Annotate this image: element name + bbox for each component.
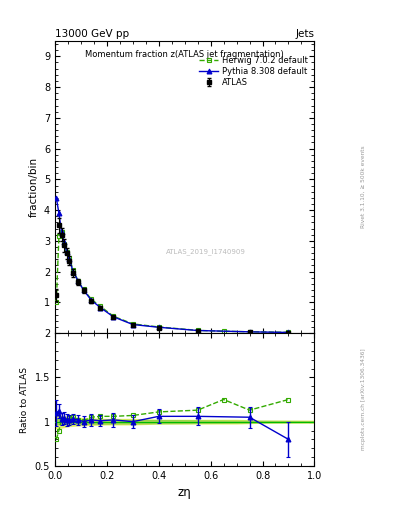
Pythia 8.308 default xyxy=(81,287,86,293)
Herwig 7.0.2 default xyxy=(71,267,75,273)
Herwig 7.0.2 default xyxy=(89,296,94,303)
Herwig 7.0.2 default xyxy=(64,248,69,254)
Pythia 8.308 default xyxy=(64,248,69,254)
Pythia 8.308 default xyxy=(156,324,161,330)
Pythia 8.308 default xyxy=(286,329,291,335)
Herwig 7.0.2 default xyxy=(62,241,66,247)
Pythia 8.308 default xyxy=(54,195,59,201)
Herwig 7.0.2 default xyxy=(247,329,252,335)
Pythia 8.308 default xyxy=(98,305,103,311)
Pythia 8.308 default xyxy=(130,322,135,328)
Herwig 7.0.2 default xyxy=(221,328,226,334)
Line: Pythia 8.308 default: Pythia 8.308 default xyxy=(54,196,291,335)
Text: Jets: Jets xyxy=(296,29,314,39)
Line: Herwig 7.0.2 default: Herwig 7.0.2 default xyxy=(54,229,291,335)
Pythia 8.308 default xyxy=(195,328,200,334)
Herwig 7.0.2 default xyxy=(76,279,81,285)
Text: Momentum fraction z(ATLAS jet fragmentation): Momentum fraction z(ATLAS jet fragmentat… xyxy=(85,50,284,59)
Herwig 7.0.2 default xyxy=(156,324,161,330)
Legend: Herwig 7.0.2 default, Pythia 8.308 default, ATLAS: Herwig 7.0.2 default, Pythia 8.308 defau… xyxy=(197,54,310,89)
Text: mcplots.cern.ch [arXiv:1306.3436]: mcplots.cern.ch [arXiv:1306.3436] xyxy=(360,349,365,451)
Pythia 8.308 default xyxy=(247,329,252,335)
Herwig 7.0.2 default xyxy=(59,228,64,234)
Pythia 8.308 default xyxy=(67,256,72,262)
X-axis label: zη: zη xyxy=(178,486,191,499)
Pythia 8.308 default xyxy=(57,210,61,216)
Herwig 7.0.2 default xyxy=(130,321,135,327)
Y-axis label: Ratio to ATLAS: Ratio to ATLAS xyxy=(20,367,29,433)
Pythia 8.308 default xyxy=(111,314,116,320)
Pythia 8.308 default xyxy=(62,239,66,245)
Herwig 7.0.2 default xyxy=(81,286,86,292)
Herwig 7.0.2 default xyxy=(54,300,59,306)
Herwig 7.0.2 default xyxy=(98,303,103,309)
Pythia 8.308 default xyxy=(71,268,75,274)
Text: ATLAS_2019_I1740909: ATLAS_2019_I1740909 xyxy=(165,248,245,254)
Y-axis label: fraction/bin: fraction/bin xyxy=(28,157,39,217)
Pythia 8.308 default xyxy=(59,228,64,234)
Text: 13000 GeV pp: 13000 GeV pp xyxy=(55,29,129,39)
Herwig 7.0.2 default xyxy=(111,313,116,319)
Herwig 7.0.2 default xyxy=(195,327,200,333)
Pythia 8.308 default xyxy=(89,297,94,303)
Pythia 8.308 default xyxy=(76,279,81,285)
Herwig 7.0.2 default xyxy=(286,329,291,335)
Text: Rivet 3.1.10, ≥ 500k events: Rivet 3.1.10, ≥ 500k events xyxy=(360,146,365,228)
Herwig 7.0.2 default xyxy=(67,254,72,261)
Herwig 7.0.2 default xyxy=(57,233,61,239)
